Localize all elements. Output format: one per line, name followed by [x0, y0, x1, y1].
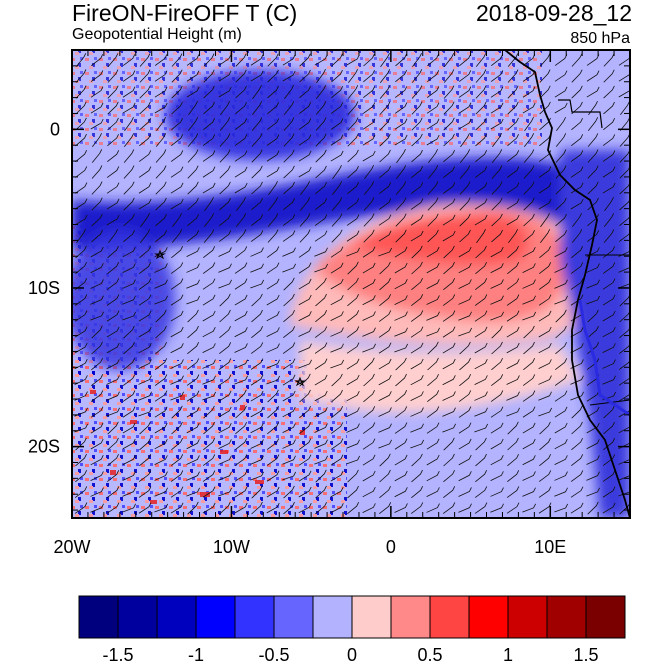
colorbar-swatch [312, 595, 353, 639]
coastline [504, 50, 630, 518]
colorbar-swatch [117, 595, 158, 639]
pressure-level: 850 hPa [570, 30, 630, 47]
colorbar-tick-label: -0.5 [258, 645, 290, 665]
colorbar-swatch [273, 595, 314, 639]
colorbar-tick-label: -1.5 [102, 645, 134, 665]
axis-tick-labels: 20W 10W 0 10E 0 10S 20S [28, 119, 566, 557]
map-title: FireON-FireOFF T (C) [72, 0, 298, 26]
island-marker-ascension [154, 249, 166, 260]
map-subtitle: Geopotential Height (m) [72, 26, 242, 43]
colorbar-swatch [468, 595, 509, 639]
colorbar-tick-label: 1 [502, 645, 514, 665]
y-tick-label: 0 [50, 119, 60, 139]
map-datetime: 2018-09-28_12 [475, 0, 632, 26]
colorbar-tick-label: 0.5 [417, 645, 443, 665]
x-tick-label: 0 [386, 537, 396, 557]
colorbar-tick-label: 0 [346, 645, 358, 665]
colorbar-swatch [351, 595, 392, 639]
colorbar-swatch [546, 595, 587, 639]
y-tick-label: 10S [28, 278, 60, 298]
plot-frame [71, 49, 631, 519]
island-marker-st-helena [294, 376, 306, 387]
colorbar-swatch [234, 595, 275, 639]
colorbar-tick-label: 1.5 [573, 645, 599, 665]
colorbar-swatch [156, 595, 197, 639]
x-tick-label: 10E [534, 537, 566, 557]
x-tick-label: 20W [53, 537, 90, 557]
temperature-difference-field [72, 50, 630, 518]
colorbar-swatch [429, 595, 470, 639]
colorbar-swatch [195, 595, 236, 639]
colorbar [78, 595, 626, 639]
colorbar-swatch [585, 595, 626, 639]
wind-barbs [74, 52, 630, 515]
x-tick-label: 10W [213, 537, 250, 557]
colorbar-swatch [390, 595, 431, 639]
axis-ticks [71, 50, 630, 518]
colorbar-tick-label: -1 [187, 645, 205, 665]
colorbar-swatch [78, 595, 119, 639]
colorbar-swatch [507, 595, 548, 639]
y-tick-label: 20S [28, 437, 60, 457]
